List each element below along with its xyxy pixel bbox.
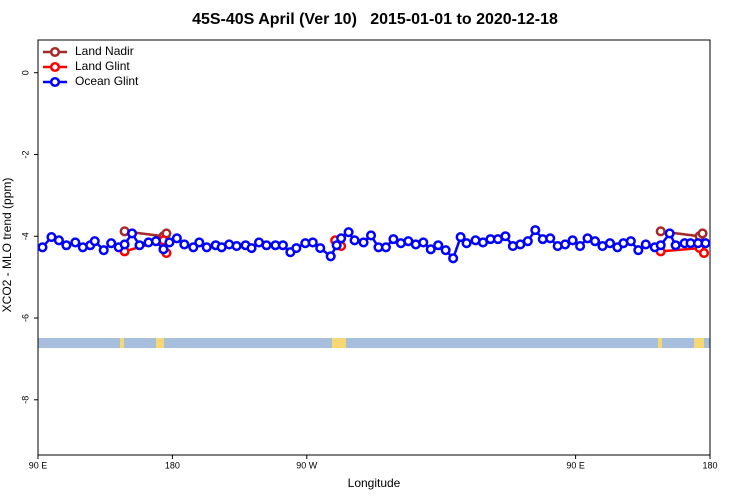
y-tick-label: 0 (20, 70, 30, 75)
point (461, 238, 472, 249)
point (61, 240, 72, 251)
point (343, 227, 354, 238)
x-tick-label: 90 E (566, 460, 585, 470)
point (53, 235, 64, 246)
chart-title: 45S-40S April (Ver 10) 2015-01-01 to 202… (192, 11, 558, 28)
x-tick-label: 90 W (296, 460, 318, 470)
point (380, 242, 391, 253)
point (418, 237, 429, 248)
point (655, 240, 666, 251)
legend-label: Land Nadir (75, 44, 134, 58)
point (89, 236, 100, 247)
point (440, 245, 451, 256)
x-tick-label: 180 (165, 460, 180, 470)
point (231, 241, 242, 252)
y-tick-label: -6 (20, 314, 30, 322)
x-axis-label: Longitude (348, 476, 401, 490)
point (315, 243, 326, 254)
legend-label: Ocean Glint (75, 74, 139, 88)
point (500, 231, 511, 242)
point (655, 226, 666, 237)
point (425, 244, 436, 255)
land-band (332, 338, 346, 348)
point (277, 240, 288, 251)
point (201, 242, 212, 253)
point (358, 237, 369, 248)
y-axis-label: XCO2 - MLO trend (ppm) (0, 178, 14, 313)
x-tick-label: 90 E (29, 460, 48, 470)
point (171, 233, 182, 244)
point (106, 238, 117, 249)
point (698, 247, 710, 259)
ocean-band (38, 338, 710, 348)
surface-band (38, 338, 710, 348)
point (336, 233, 347, 244)
point (127, 228, 138, 239)
point (388, 234, 399, 245)
land-band (120, 338, 124, 348)
y-tick-label: -8 (20, 396, 30, 404)
legend-marker (49, 61, 61, 73)
y-tick-label: -2 (20, 150, 30, 158)
point (179, 239, 190, 250)
point (604, 238, 615, 249)
point (589, 236, 601, 247)
point (134, 240, 145, 251)
point (664, 228, 675, 239)
point (455, 232, 466, 243)
point (194, 237, 205, 248)
point (560, 239, 571, 250)
land-band (156, 338, 164, 348)
legend-marker (49, 76, 61, 88)
point (291, 243, 302, 254)
point (37, 242, 48, 253)
point (433, 240, 444, 251)
land-band (658, 338, 662, 348)
point (640, 239, 651, 250)
legend-label: Land Glint (75, 59, 130, 73)
point (633, 245, 644, 256)
point (331, 240, 342, 251)
point (325, 251, 336, 262)
legend-marker (49, 46, 61, 58)
point (261, 240, 272, 251)
point (567, 235, 578, 246)
point (158, 244, 169, 255)
point (365, 230, 377, 241)
point (545, 233, 556, 244)
point (530, 225, 541, 236)
point (188, 242, 199, 253)
point (349, 235, 360, 246)
x-tick-label: 180 (702, 460, 717, 470)
land-band (694, 338, 704, 348)
point (670, 240, 681, 251)
point (307, 237, 318, 248)
point (700, 238, 711, 249)
point (697, 228, 708, 239)
point (150, 236, 162, 247)
series-line (124, 230, 704, 238)
point (625, 236, 636, 247)
point (246, 243, 257, 254)
point (575, 241, 586, 252)
point (70, 237, 81, 248)
point (98, 245, 109, 256)
point (522, 236, 533, 247)
point (448, 253, 459, 264)
point (164, 237, 175, 248)
point (119, 239, 130, 250)
y-tick-label: -4 (20, 232, 30, 240)
